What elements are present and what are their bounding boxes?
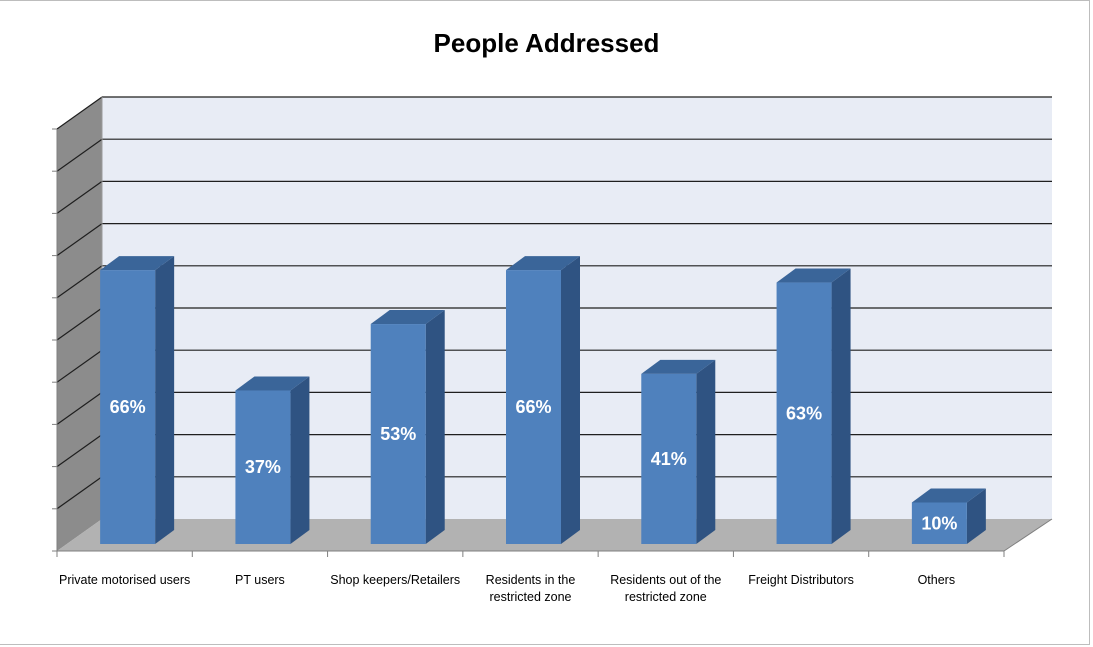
data-label: 10% [921,513,957,533]
bar-top [911,488,986,503]
bar [776,282,832,544]
bar-top [100,256,175,271]
category-label: PT users [235,573,285,587]
category-label: Residents out of the restricted zone [610,573,722,604]
x-axis-depth [1003,518,1053,552]
chart-title: People Addressed [433,28,660,58]
gridline-side [56,391,103,425]
category-label: Others [917,573,956,587]
category-label: Shop keepers/Retailers [330,573,461,587]
bar-top [641,359,716,374]
bar-top [776,268,851,283]
gridline-side [56,138,103,172]
bar-top [235,376,310,391]
data-label: 66% [515,397,551,417]
gridline-side [56,434,103,468]
category-label: Private motorised users [58,573,191,587]
gridline-side [56,96,103,130]
gridline-side [56,265,103,299]
data-label: 63% [786,403,822,423]
data-label: 66% [110,397,146,417]
data-label: 41% [651,449,687,469]
bar-top [506,256,580,271]
category-label: Residents in the restricted zone [485,573,576,604]
bar [506,270,561,544]
bar-top [370,310,445,325]
category-label: Freight Distributors [748,573,854,587]
bar-side [966,488,986,544]
gridline-side [56,180,103,214]
bar [100,270,156,544]
bar-side [696,359,716,544]
bar-side [561,256,580,544]
gridline-side [56,349,103,383]
bar-side [155,256,175,544]
bar [370,324,426,544]
gridline-side [56,307,103,341]
bar-side [425,310,445,544]
data-label: 37% [245,457,281,477]
bar [911,502,967,544]
gridline-side [56,223,103,257]
bar [235,390,291,544]
bar-side [831,268,851,544]
gridline-side [56,476,103,510]
bar [641,373,697,544]
bar-side [290,376,310,544]
data-label: 53% [380,424,416,444]
